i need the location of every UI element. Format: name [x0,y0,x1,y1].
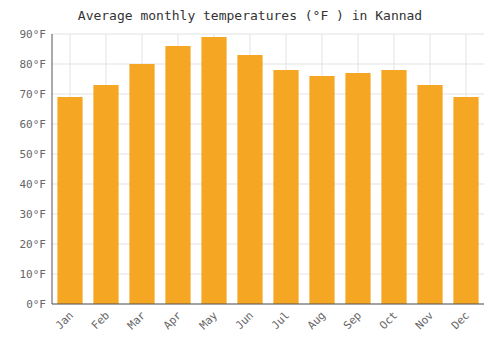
x-tick-label: Jan [53,309,76,332]
bar [273,70,298,304]
x-tick-label: Apr [161,309,185,333]
bar [201,37,226,304]
x-tick-label: Mar [125,309,149,333]
chart-container: Average monthly temperatures (°F ) in Ka… [0,0,500,350]
x-tick-label: Nov [413,309,437,333]
y-tick-label: 50°F [20,148,47,161]
grid [52,34,484,304]
x-tick-label: May [197,309,221,333]
y-grid-line [52,304,484,305]
bar [417,85,442,304]
y-tick-label: 10°F [20,268,47,281]
bar [345,73,370,304]
y-tick-label: 40°F [20,178,47,191]
chart: Average monthly temperatures (°F ) in Ka… [0,0,500,350]
x-tick-label: Oct [377,309,400,332]
y-tick-label: 90°F [20,28,47,41]
y-grid-line [52,34,484,35]
x-axis-line [52,304,484,305]
y-grid-line [52,64,484,65]
x-tick-label: Dec [449,309,472,332]
x-tick-label: Aug [305,309,328,332]
x-tick-label: Jun [233,309,256,332]
bars [57,37,478,304]
x-tick-label: Feb [89,309,112,332]
bar [453,97,478,304]
x-tick-label: Sep [341,309,364,332]
y-tick-label: 30°F [20,208,47,221]
bar [57,97,82,304]
y-tick-label: 60°F [20,118,47,131]
y-tick-label: 0°F [26,298,46,311]
bar [309,76,334,304]
y-axis-line [52,34,53,304]
title: Average monthly temperatures (°F ) in Ka… [78,8,422,23]
bar [237,55,262,304]
bar [129,64,154,304]
bar [93,85,118,304]
y-tick-label: 80°F [20,58,47,71]
y-tick-label: 20°F [20,238,47,251]
x-tick-label: Jul [269,309,292,332]
bar [381,70,406,304]
bar [165,46,190,304]
y-tick-label: 70°F [20,88,47,101]
